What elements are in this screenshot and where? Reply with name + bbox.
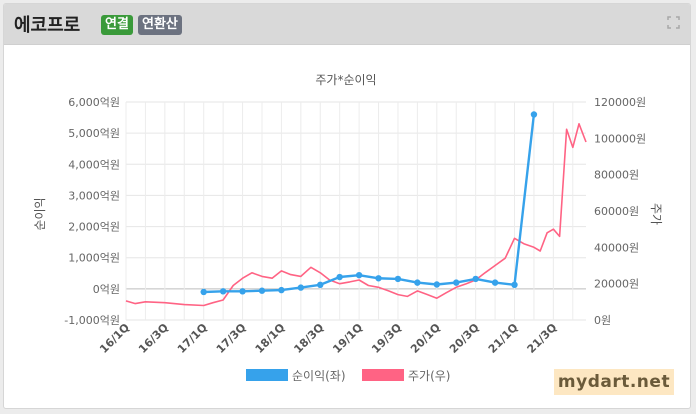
net-income-point: [355, 271, 363, 279]
annualized-badge[interactable]: 연환산: [138, 15, 182, 35]
net-income-point: [530, 111, 538, 118]
expand-icon[interactable]: [667, 16, 680, 29]
y-right-tick-label: 60000원: [594, 205, 639, 218]
net-income-point: [472, 275, 479, 283]
net-income-point: [278, 286, 285, 294]
company-name: 에코프로: [14, 15, 81, 36]
net-income-point: [200, 288, 207, 296]
legend-swatch-net-income: [246, 369, 288, 381]
net-income-point: [414, 279, 421, 286]
x-tick-label: 20/1Q: [408, 321, 443, 356]
series-line-stock-price: [125, 123, 587, 307]
net-income-point: [336, 273, 343, 281]
net-income-point: [375, 275, 382, 282]
grid: [125, 101, 586, 321]
x-tick-label: 19/3Q: [369, 321, 404, 356]
x-tick-label: 20/3Q: [447, 321, 482, 356]
legend-label-stock-price: 주가(우): [408, 369, 451, 383]
y-left-tick-label: 2,000억원: [68, 221, 120, 234]
y-right-tick-label: 0원: [594, 314, 611, 327]
net-income-point: [258, 287, 266, 294]
y-axis-left-label: 순이익: [33, 197, 47, 230]
legend-label-net-income: 순이익(좌): [292, 369, 346, 383]
y-axis-right-label: 주가: [649, 203, 663, 225]
card-header: 에코프로 연결 연환산: [4, 4, 690, 45]
y-right-tick-label: 40000원: [594, 241, 639, 254]
net-income-point: [219, 288, 227, 295]
line-chart: 주가*순이익 순이익 주가 -1,000억원 0억원 1,000억원 2,000억원 3…: [33, 73, 663, 356]
x-tick-label: 17/3Q: [214, 321, 249, 356]
x-tick-label: 17/1Q: [175, 321, 210, 356]
net-income-point: [453, 279, 460, 286]
series: [125, 111, 587, 307]
net-income-point: [239, 288, 246, 295]
x-tick-label: 18/1Q: [253, 321, 288, 356]
net-income-point: [297, 284, 305, 291]
x-tick-label: 16/3Q: [136, 321, 171, 356]
y-left-tick-label: -1,000억원: [64, 314, 120, 327]
consolidated-badge[interactable]: 연결: [101, 15, 133, 35]
net-income-point: [491, 279, 499, 286]
y-right-tick-label: 20000원: [594, 278, 639, 291]
y-left-tick-label: 6,000억원: [68, 96, 120, 109]
net-income-point: [394, 275, 402, 283]
y-left-tick-label: 0억원: [93, 283, 120, 296]
x-tick-label: 21/1Q: [486, 321, 521, 356]
chart-card: 에코프로 연결 연환산 주가*순이익 순이익 주가 -1,000억원 0억원 1,0…: [3, 3, 691, 409]
watermark: mydart.net: [554, 369, 674, 395]
tick-labels: -1,000억원 0억원 1,000억원 2,000억원 3,000억원 4,000억원 5…: [64, 96, 646, 356]
chart-title: 주가*순이익: [315, 73, 376, 87]
net-income-point: [433, 281, 441, 288]
x-tick-label: 18/3Q: [291, 321, 326, 356]
legend-swatch-stock-price: [362, 369, 404, 381]
net-income-point: [317, 281, 324, 289]
y-left-tick-label: 4,000억원: [68, 158, 120, 171]
y-right-tick-label: 100000원: [594, 132, 646, 145]
x-tick-label: 19/1Q: [330, 321, 365, 356]
y-left-tick-label: 1,000억원: [68, 252, 120, 265]
net-income-point: [511, 281, 518, 289]
series-line-net-income: [203, 114, 536, 294]
y-left-tick-label: 3,000억원: [68, 189, 120, 202]
y-right-tick-label: 120000원: [594, 96, 646, 109]
x-tick-label: 21/3Q: [525, 321, 560, 356]
y-left-tick-label: 5,000억원: [68, 127, 120, 140]
y-right-tick-label: 80000원: [594, 169, 639, 182]
